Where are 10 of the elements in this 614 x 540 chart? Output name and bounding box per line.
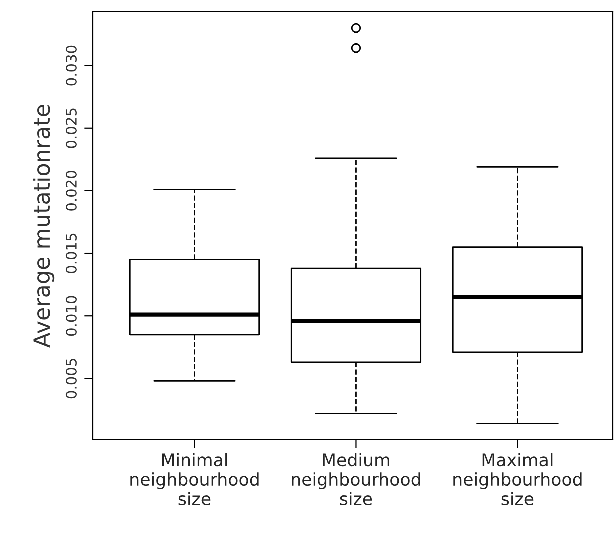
y-axis-title: Average mutationrate (33, 105, 55, 348)
x-tick-label: Minimal neighbourhood size (130, 453, 259, 506)
y-tick-label: 0.005 (66, 359, 77, 399)
y-tick-label: 0.025 (66, 108, 77, 148)
y-tick-label: 0.010 (66, 296, 77, 336)
y-tick-label: 0.015 (66, 234, 77, 274)
x-tick-label: Maximal neighbourhood size (454, 453, 582, 506)
y-tick-label: 0.020 (66, 171, 77, 211)
y-tick-label: 0.030 (66, 46, 77, 86)
x-tick-label: Medium neighbourhood size (292, 453, 420, 506)
